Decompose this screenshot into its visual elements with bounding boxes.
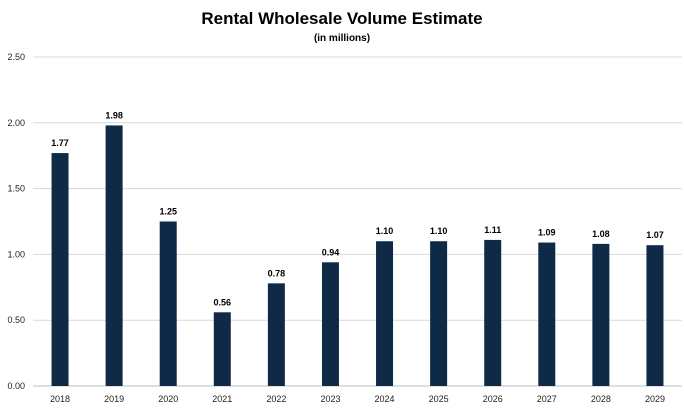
x-tick-label: 2026 <box>483 394 503 404</box>
y-axis: 0.00 0.50 1.00 1.50 2.00 2.50 <box>7 52 25 391</box>
data-label: 1.08 <box>592 229 610 239</box>
x-tick-label: 2022 <box>266 394 286 404</box>
x-tick-label: 2025 <box>429 394 449 404</box>
x-tick-label: 2019 <box>104 394 124 404</box>
data-label: 1.10 <box>376 226 394 236</box>
bar <box>267 283 285 386</box>
data-label: 1.98 <box>105 110 123 120</box>
bar <box>484 239 502 386</box>
data-label: 1.07 <box>646 230 664 240</box>
x-tick-label: 2029 <box>645 394 665 404</box>
chart-title: Rental Wholesale Volume Estimate <box>201 9 482 28</box>
y-tick-label: 0.00 <box>7 381 25 391</box>
bar <box>105 125 123 386</box>
x-tick-label: 2021 <box>212 394 232 404</box>
data-label: 1.11 <box>484 225 501 235</box>
x-axis: 2018 2019 2020 2021 2022 2023 2024 2025 2026 2027… <box>50 394 665 404</box>
data-label: 1.09 <box>538 228 556 238</box>
bar <box>159 221 177 386</box>
data-label: 0.94 <box>322 247 340 257</box>
bar <box>213 312 231 386</box>
data-label: 1.10 <box>430 226 448 236</box>
bar <box>430 241 448 386</box>
x-tick-label: 2018 <box>50 394 70 404</box>
y-tick-label: 2.50 <box>7 52 25 62</box>
x-tick-label: 2024 <box>375 394 395 404</box>
y-tick-label: 1.50 <box>7 184 25 194</box>
x-tick-label: 2028 <box>591 394 611 404</box>
data-label: 0.78 <box>268 268 286 278</box>
y-tick-label: 2.00 <box>7 118 25 128</box>
bar <box>592 243 610 386</box>
data-label: 0.56 <box>214 297 232 307</box>
x-tick-label: 2020 <box>158 394 178 404</box>
bar <box>321 262 339 386</box>
x-tick-label: 2027 <box>537 394 557 404</box>
bar <box>51 153 69 386</box>
bars <box>51 125 664 386</box>
data-labels: 1.77 1.98 1.25 0.56 0.78 0.94 1.10 1.10 1.11 1.09… <box>51 110 663 307</box>
y-tick-label: 1.00 <box>7 249 25 259</box>
bar <box>376 241 394 386</box>
x-tick-label: 2023 <box>320 394 340 404</box>
data-label: 1.25 <box>159 207 177 217</box>
y-tick-label: 0.50 <box>7 315 25 325</box>
chart-subtitle: (in millions) <box>314 33 370 44</box>
bar <box>538 242 556 386</box>
gridlines <box>33 56 682 387</box>
data-label: 1.77 <box>51 138 69 148</box>
bar <box>646 245 664 386</box>
